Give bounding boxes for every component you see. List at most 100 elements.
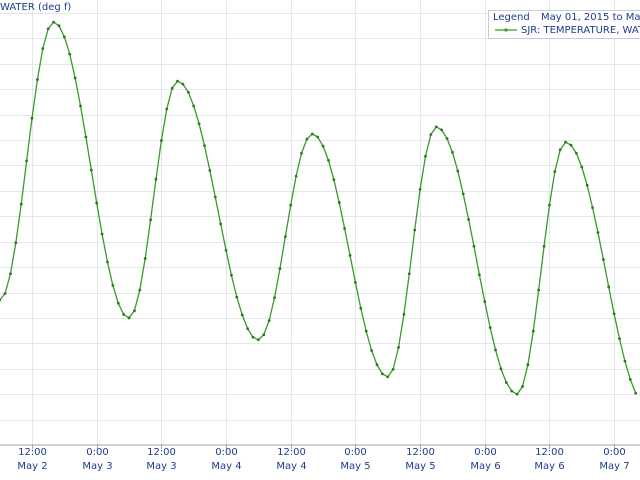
data-point — [89, 168, 93, 172]
data-point — [634, 391, 638, 395]
x-tick-day: May 6 — [470, 461, 500, 472]
data-point — [364, 329, 368, 333]
data-point — [278, 267, 282, 271]
data-point — [618, 337, 621, 341]
x-tick-day: May 4 — [211, 461, 241, 472]
data-point — [472, 244, 476, 248]
data-point — [170, 86, 174, 90]
data-point — [494, 348, 497, 352]
data-point — [456, 169, 460, 173]
chart-title: WATER (deg f) — [0, 2, 71, 13]
data-point — [73, 76, 77, 80]
data-point — [607, 285, 611, 289]
data-point — [332, 178, 336, 182]
data-point — [149, 218, 152, 222]
data-point — [154, 177, 158, 181]
data-point — [521, 385, 524, 388]
data-point — [127, 316, 131, 320]
legend: Legend May 01, 2015 to May 07 SJR: TEMPE… — [488, 10, 640, 39]
x-tick-label: 12:00 — [277, 447, 306, 458]
data-point — [526, 363, 530, 367]
plot — [0, 20, 638, 396]
data-point — [208, 169, 212, 172]
data-point — [36, 78, 39, 81]
data-point — [219, 222, 223, 226]
data-point — [375, 363, 379, 367]
x-tick-day: May 4 — [276, 461, 306, 472]
data-point — [580, 165, 584, 169]
data-point — [192, 104, 196, 108]
data-point — [510, 389, 514, 393]
data-point — [230, 273, 233, 277]
data-point — [316, 135, 320, 139]
x-tick-label: 0:00 — [215, 447, 237, 458]
data-point — [224, 248, 228, 252]
x-tick-label: 0:00 — [603, 447, 625, 458]
data-point — [143, 257, 147, 260]
data-point — [445, 137, 449, 140]
data-point — [95, 201, 99, 205]
x-tick-label: 0:00 — [474, 447, 496, 458]
data-point — [240, 313, 244, 317]
x-tick-day: May 2 — [17, 461, 47, 472]
data-point — [424, 154, 427, 158]
data-point — [0, 298, 2, 302]
x-tick-day: May 3 — [146, 461, 176, 472]
data-point — [138, 288, 142, 292]
data-point — [434, 125, 438, 129]
data-point — [612, 312, 616, 316]
data-point — [348, 254, 352, 257]
data-point — [262, 333, 266, 337]
data-point — [429, 133, 433, 136]
legend-swatch-marker — [504, 28, 508, 32]
data-point — [246, 327, 250, 331]
data-point — [477, 273, 481, 277]
data-point — [57, 24, 61, 28]
data-point — [46, 27, 50, 31]
grid — [0, 0, 640, 445]
x-tick-day: May 7 — [599, 461, 629, 472]
data-point — [186, 90, 190, 94]
data-point — [386, 375, 390, 379]
x-tick-label: 12:00 — [535, 447, 564, 458]
data-point — [111, 284, 115, 287]
x-tick-label: 12:00 — [406, 447, 435, 458]
data-point — [52, 20, 55, 24]
data-point — [25, 159, 29, 163]
data-point — [553, 170, 557, 173]
data-point — [391, 367, 395, 371]
data-point — [14, 241, 18, 245]
data-point — [9, 272, 12, 276]
x-tick-day: May 3 — [82, 461, 112, 472]
x-tick-day: May 6 — [534, 461, 564, 472]
data-point — [596, 231, 600, 234]
data-point — [483, 300, 487, 304]
data-point — [267, 319, 271, 322]
data-point — [213, 195, 217, 199]
data-point — [515, 392, 519, 396]
data-point — [370, 349, 373, 352]
data-point — [62, 35, 66, 39]
data-point — [327, 158, 330, 162]
data-point — [116, 301, 120, 305]
data-point — [3, 292, 7, 295]
data-point — [176, 79, 179, 83]
legend-label[interactable]: SJR: TEMPERATURE, WAT — [521, 25, 640, 36]
data-point — [165, 107, 169, 111]
data-point — [591, 206, 594, 210]
data-point — [504, 381, 508, 384]
data-point — [30, 116, 34, 120]
data-point — [558, 148, 562, 152]
data-point — [359, 306, 363, 310]
data-point — [537, 288, 541, 292]
data-point — [79, 104, 82, 108]
data-point — [251, 335, 255, 339]
data-point — [461, 192, 465, 196]
data-point — [402, 312, 406, 316]
x-tick-label: 12:00 — [18, 447, 47, 458]
data-point — [380, 372, 384, 376]
data-point — [601, 258, 605, 261]
data-point — [300, 151, 303, 155]
data-point — [407, 272, 411, 276]
